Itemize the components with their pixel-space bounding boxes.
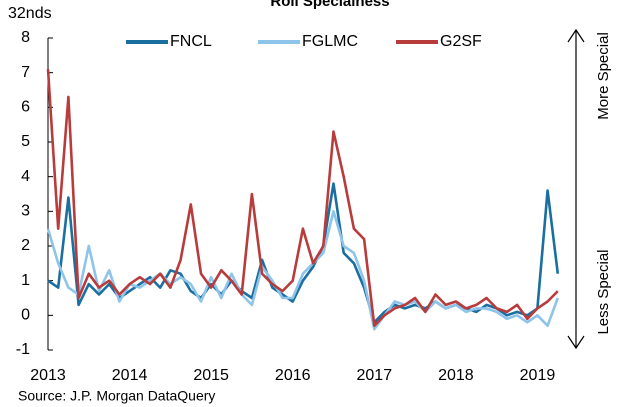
- y-tick-label: 1: [21, 272, 30, 289]
- y-tick-label: 4: [21, 168, 30, 185]
- legend-label: FGLMC: [302, 33, 358, 50]
- y-tick-label: 5: [21, 133, 30, 150]
- chart-title: Roll Specialness: [270, 0, 389, 10]
- x-tick-label: 2015: [193, 367, 229, 384]
- source: Source: J.P. Morgan DataQuery: [18, 388, 215, 404]
- annotation: Less Special: [595, 249, 612, 334]
- x-tick-label: 2017: [357, 367, 393, 384]
- x-tick-label: 2014: [112, 367, 148, 384]
- y-tick-label: 8: [21, 29, 30, 46]
- y-tick-label: 6: [21, 99, 30, 116]
- annotation: More Special: [595, 32, 612, 120]
- series-line: [46, 210, 560, 331]
- legend-label: FNCL: [170, 33, 212, 50]
- direction-arrow: [567, 28, 585, 350]
- legend-label: G2SF: [440, 33, 482, 50]
- x-tick-label: 2016: [275, 367, 311, 384]
- x-tick-label: 2019: [520, 367, 556, 384]
- y-axis-label: 32nds: [8, 5, 52, 22]
- y-tick-label: 0: [21, 307, 30, 324]
- x-tick-label: 2013: [30, 367, 66, 384]
- series-line: [46, 69, 559, 327]
- x-tick-label: 2018: [438, 367, 474, 384]
- y-tick-label: -1: [16, 341, 30, 358]
- y-tick-label: 7: [21, 64, 30, 81]
- y-tick-label: 3: [21, 203, 30, 220]
- y-tick-label: 2: [21, 237, 30, 254]
